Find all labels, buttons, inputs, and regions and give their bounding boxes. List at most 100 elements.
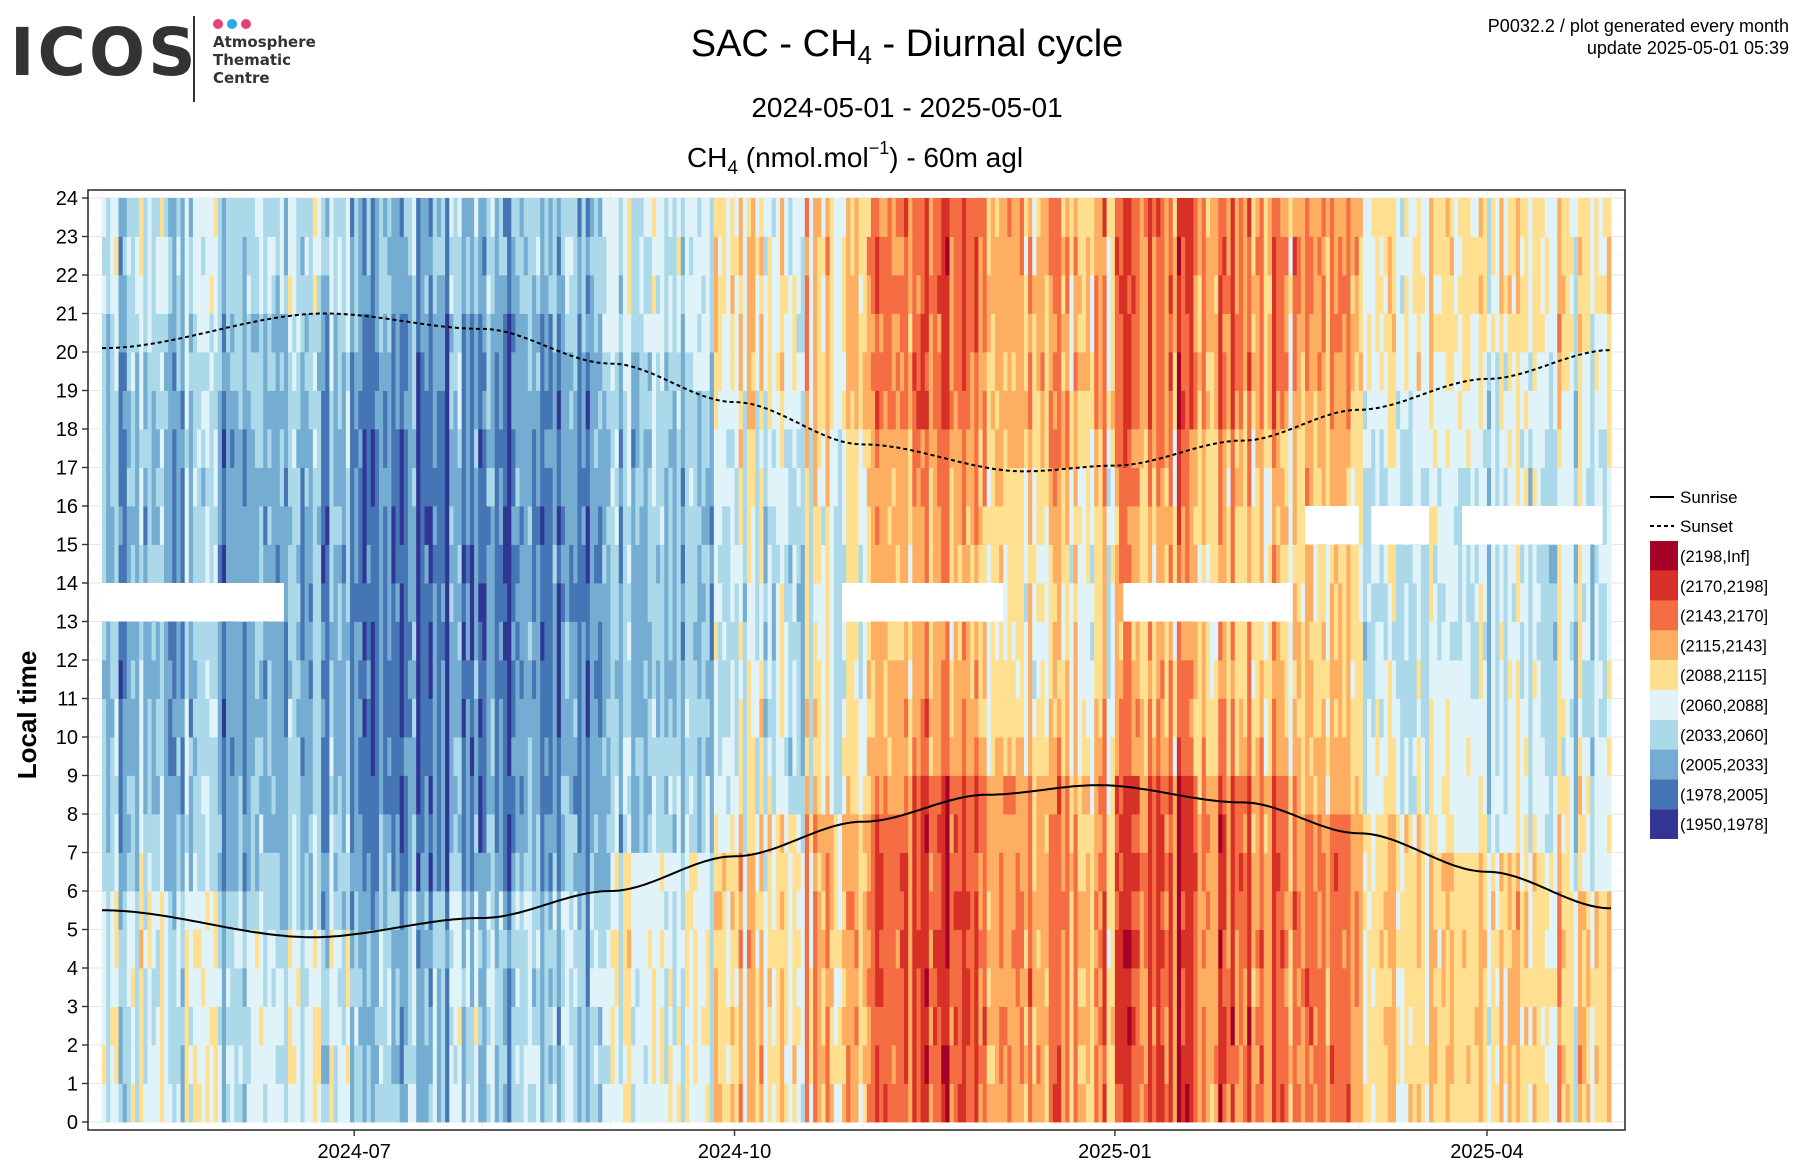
heatmap-cell (143, 698, 148, 738)
heatmap-cell (213, 968, 219, 1007)
heatmap-cell (531, 1083, 537, 1123)
heatmap-cell (862, 1006, 868, 1046)
heatmap-cell (858, 891, 864, 930)
heatmap-cell (672, 236, 678, 276)
heatmap-cell (130, 968, 136, 1007)
heatmap-cell (664, 544, 669, 584)
heatmap-cell (412, 775, 417, 815)
heatmap-cell (887, 852, 893, 892)
heatmap-cell (424, 929, 429, 969)
heatmap-cell (647, 583, 653, 622)
heatmap-cell (680, 275, 686, 314)
heatmap-cell (482, 775, 487, 815)
heatmap-cell (556, 852, 562, 892)
heatmap-cell (527, 852, 533, 892)
heatmap-cell (589, 352, 595, 391)
heatmap-cell (904, 506, 909, 545)
heatmap-cell (536, 544, 541, 584)
heatmap-cell (254, 737, 260, 776)
heatmap-cell (511, 1083, 516, 1123)
heatmap-cell (573, 583, 578, 622)
heatmap-cell (866, 929, 872, 969)
heatmap-cell (374, 660, 380, 699)
heatmap-cell (457, 275, 463, 314)
heatmap-cell (300, 852, 305, 892)
heatmap-cell (205, 775, 210, 815)
heatmap-cell (221, 891, 227, 930)
heatmap-cell (168, 467, 173, 507)
heatmap-cell (622, 968, 628, 1007)
heatmap-cell (866, 429, 872, 468)
heatmap-cell (395, 698, 401, 738)
heatmap-cell (647, 275, 653, 314)
heatmap-cell (118, 544, 124, 584)
heatmap-cell (693, 814, 698, 853)
heatmap-cell (308, 583, 314, 622)
heatmap-cell (378, 1083, 384, 1123)
heatmap-cell (771, 1083, 777, 1123)
heatmap-cell (846, 737, 851, 776)
heatmap-cell (275, 1083, 281, 1123)
heatmap-cell (780, 1045, 785, 1084)
heatmap-cell (569, 1006, 574, 1046)
heatmap-cell (643, 737, 649, 776)
heatmap-cell (482, 660, 487, 699)
heatmap-cell (288, 467, 293, 507)
heatmap-cell (899, 698, 905, 738)
heatmap-cell (730, 467, 735, 507)
heatmap-cell (341, 467, 347, 507)
heatmap-cell (250, 429, 256, 468)
heatmap-cell (300, 929, 305, 969)
heatmap-cell (879, 467, 884, 507)
heatmap-cell (325, 660, 330, 699)
heatmap-cell (631, 390, 636, 430)
heatmap-cell (618, 852, 624, 892)
heatmap-cell (577, 390, 582, 430)
heatmap-cell (585, 506, 591, 545)
heatmap-cell (403, 891, 409, 930)
heatmap-cell (912, 968, 917, 1007)
heatmap-cell (635, 621, 640, 661)
heatmap-cell (403, 467, 409, 507)
heatmap-cell (416, 621, 421, 661)
heatmap-cell (676, 506, 682, 545)
heatmap-cell (391, 390, 396, 430)
heatmap-cell (271, 698, 277, 738)
heatmap-cell (544, 737, 549, 776)
heatmap-cell (441, 1045, 446, 1084)
heatmap-cell (358, 390, 363, 430)
heatmap-cell (598, 852, 603, 892)
heatmap-cell (709, 506, 715, 545)
heatmap-cell (813, 968, 818, 1007)
heatmap-cell (279, 621, 285, 661)
variable-title-b-sup: −1 (869, 138, 890, 158)
heatmap-cell (899, 313, 905, 353)
heatmap-cell (515, 544, 520, 584)
heatmap-cell (234, 814, 239, 853)
heatmap-cell (292, 467, 297, 507)
heatmap-cell (813, 313, 818, 353)
heatmap-cell (155, 698, 161, 738)
heatmap-cell (713, 544, 719, 584)
heatmap-cell (478, 429, 483, 468)
heatmap-cell (684, 198, 690, 237)
heatmap-cell (226, 198, 231, 237)
heatmap-cell (345, 621, 351, 661)
heatmap-cell (581, 198, 587, 237)
heatmap-cell (308, 852, 314, 892)
heatmap-day-column (788, 198, 793, 1123)
heatmap-cell (718, 236, 723, 276)
heatmap-cell (544, 852, 549, 892)
heatmap-cell (771, 583, 777, 622)
heatmap-cell (780, 660, 785, 699)
heatmap-cell (407, 198, 413, 237)
heatmap-day-column (660, 198, 665, 1123)
heatmap-cell (606, 390, 611, 430)
heatmap-cell (366, 313, 372, 353)
heatmap-cell (544, 929, 549, 969)
heatmap-cell (684, 891, 690, 930)
heatmap-cell (354, 313, 359, 353)
heatmap-day-column (350, 198, 355, 1123)
heatmap-cell (217, 698, 223, 738)
heatmap-cell (655, 1045, 661, 1084)
